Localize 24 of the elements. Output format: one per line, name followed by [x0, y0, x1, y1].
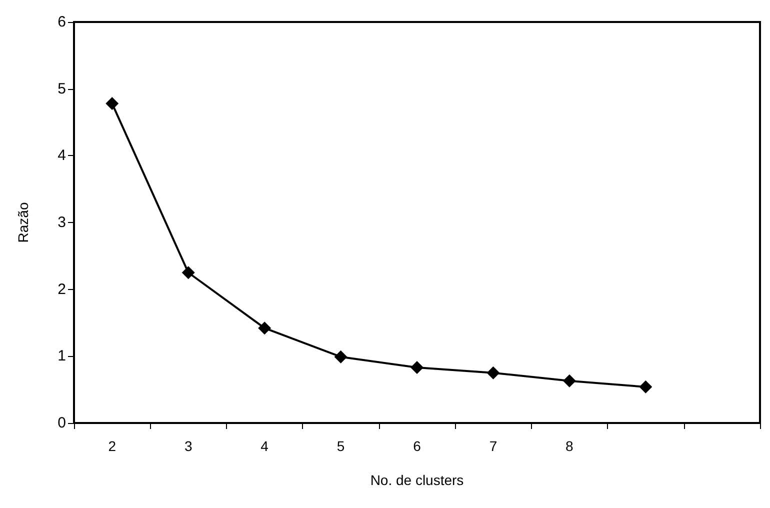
y-tick-label: 6: [58, 14, 66, 30]
y-tick-label: 3: [58, 214, 66, 231]
y-tick-label: 2: [58, 280, 66, 298]
point: [562, 374, 576, 388]
y-tick-label: 5: [58, 80, 66, 98]
point: [486, 366, 500, 380]
point: [182, 266, 195, 280]
x-tick-label: 3: [184, 438, 192, 454]
point: [410, 361, 424, 374]
x-tick-label: 7: [489, 438, 498, 454]
x-tick-label: 2: [108, 438, 116, 454]
point: [258, 322, 272, 335]
x-tick-label: 5: [336, 438, 345, 454]
x-tick-label: 6: [413, 438, 422, 454]
y-tick-label: 4: [58, 147, 66, 164]
y-axis-title: Razão: [15, 202, 31, 243]
y-tick-label: 1: [58, 348, 66, 365]
point: [334, 350, 348, 364]
x-axis-title: No. de clusters: [370, 472, 464, 488]
x-tick-label: 8: [566, 438, 574, 454]
point: [106, 97, 119, 110]
x-tick-label: 4: [260, 438, 269, 454]
point: [639, 380, 652, 394]
y-tick-label: 0: [58, 414, 66, 432]
